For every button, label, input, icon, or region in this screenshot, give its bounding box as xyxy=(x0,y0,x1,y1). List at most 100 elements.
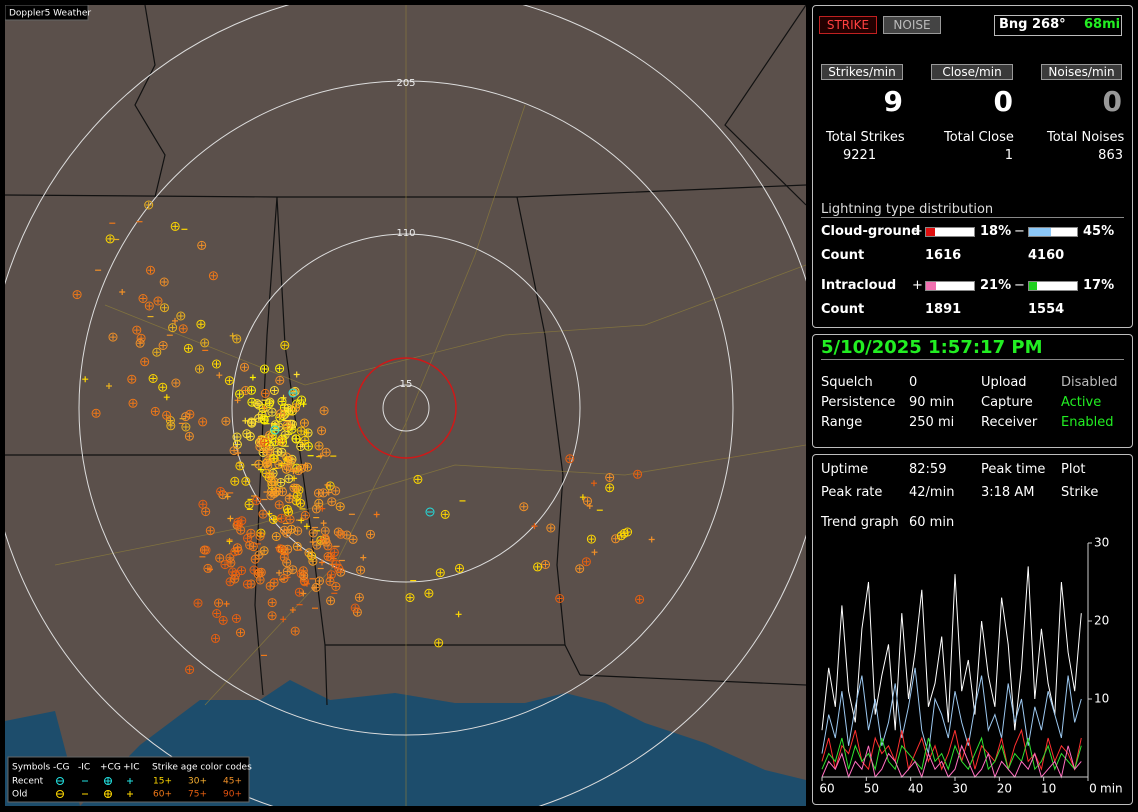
strike-symbol xyxy=(265,581,275,591)
strike-symbol xyxy=(242,579,252,589)
strike-symbol xyxy=(264,462,271,469)
strike-symbol xyxy=(290,389,297,396)
strike-symbol xyxy=(207,527,214,534)
strike-symbol xyxy=(520,503,527,510)
strike-symbol xyxy=(312,540,322,550)
strike-symbol xyxy=(267,407,277,417)
legend-header: -IC xyxy=(78,763,90,773)
rate-value: 9 xyxy=(883,85,903,118)
strike-symbol xyxy=(250,554,260,564)
strike-symbol xyxy=(318,488,328,498)
strike-symbol xyxy=(215,553,225,563)
strike-symbol xyxy=(276,365,283,372)
strike-symbol xyxy=(298,566,308,576)
strike-symbol xyxy=(309,558,316,565)
strike-symbol xyxy=(258,509,268,519)
strike-symbol xyxy=(229,332,236,339)
strike-symbol xyxy=(277,447,287,457)
strike-symbol xyxy=(162,410,172,420)
strike-symbol xyxy=(237,629,244,636)
strike-symbol xyxy=(296,442,306,451)
strike-symbol xyxy=(323,449,330,456)
strike-symbol xyxy=(300,567,307,574)
strike-symbol xyxy=(565,454,575,464)
strike-symbol xyxy=(325,553,332,560)
strike-symbol xyxy=(259,414,269,424)
trend-graph: 10 20 30 60 50 40 30 20 10 0 min xyxy=(819,536,1122,796)
strike-symbol xyxy=(258,569,265,576)
strike-symbol xyxy=(293,371,300,378)
strike-symbol xyxy=(316,578,323,584)
strike-symbol xyxy=(185,665,195,675)
strike-symbol xyxy=(226,538,233,545)
strike-symbol xyxy=(183,343,193,353)
strike-symbol xyxy=(207,566,213,573)
strike-symbol xyxy=(279,573,289,583)
strike-symbol xyxy=(267,583,274,590)
setting-cell: Receiver xyxy=(981,415,1038,430)
strike-symbol xyxy=(234,441,241,448)
strike-symbol xyxy=(296,589,303,596)
strike-symbol xyxy=(308,528,318,538)
dist-label: Intracloud xyxy=(821,278,897,293)
strike-symbol xyxy=(161,279,168,285)
strike-symbol xyxy=(324,481,331,488)
strike-symbol xyxy=(541,560,550,569)
strike-symbol xyxy=(305,443,312,450)
strike-symbol xyxy=(323,539,330,546)
strike-symbol xyxy=(288,565,298,575)
clock: 5/10/2025 1:57:17 PM xyxy=(821,337,1043,358)
strike-symbol xyxy=(606,474,613,481)
strike-symbol xyxy=(350,536,357,543)
strike-symbol xyxy=(321,537,331,547)
strike-symbol xyxy=(216,555,223,562)
strike-symbol xyxy=(140,295,146,302)
strike-symbol xyxy=(246,417,256,427)
strike-symbol xyxy=(236,628,245,638)
strike-symbol xyxy=(275,461,282,468)
strike-symbol xyxy=(130,400,136,407)
strike-symbol xyxy=(135,338,145,348)
strike-symbol xyxy=(354,592,364,602)
map-title-box xyxy=(5,5,89,21)
strike-symbol xyxy=(236,525,246,535)
strike-symbol xyxy=(300,401,307,408)
strike-symbol xyxy=(158,382,168,392)
trend-label: Trend graph xyxy=(821,515,899,530)
dist-percent: 21% xyxy=(980,278,1012,293)
dist-bar xyxy=(1029,282,1038,290)
strike-symbol xyxy=(236,391,243,398)
strike-symbol xyxy=(455,563,464,573)
strike-symbol xyxy=(202,508,209,515)
strike-symbol xyxy=(325,481,335,491)
strike-symbol xyxy=(224,493,231,500)
strike-symbol xyxy=(186,666,193,673)
strike-symbol xyxy=(150,406,160,416)
strike-symbol xyxy=(110,334,116,341)
strike-symbol xyxy=(231,447,238,454)
strike-symbol xyxy=(292,628,299,635)
strike-symbol xyxy=(254,413,264,423)
strike-symbol xyxy=(244,500,254,510)
strike-symbol xyxy=(303,462,312,472)
strike-symbol xyxy=(605,483,615,493)
strike-symbol xyxy=(315,500,322,507)
strike-symbol xyxy=(203,563,213,573)
strike-symbol xyxy=(276,478,286,487)
strike-symbol xyxy=(231,570,241,580)
dist-bar-track xyxy=(925,227,975,237)
strike-symbol xyxy=(74,291,81,298)
dist-bar-track xyxy=(1028,227,1078,237)
trend-line xyxy=(821,728,1082,771)
strike-symbol xyxy=(260,415,267,422)
stat-cell: Uptime xyxy=(821,462,869,477)
legend-symbol xyxy=(105,791,111,797)
strike-symbol xyxy=(302,512,309,519)
strike-symbol xyxy=(373,511,380,518)
range-rings xyxy=(5,5,806,806)
strike-symbol xyxy=(137,340,144,347)
strike-symbol xyxy=(251,496,261,506)
strike-symbol xyxy=(153,296,163,306)
strike-symbol xyxy=(591,480,597,487)
strike-symbol xyxy=(331,559,341,569)
